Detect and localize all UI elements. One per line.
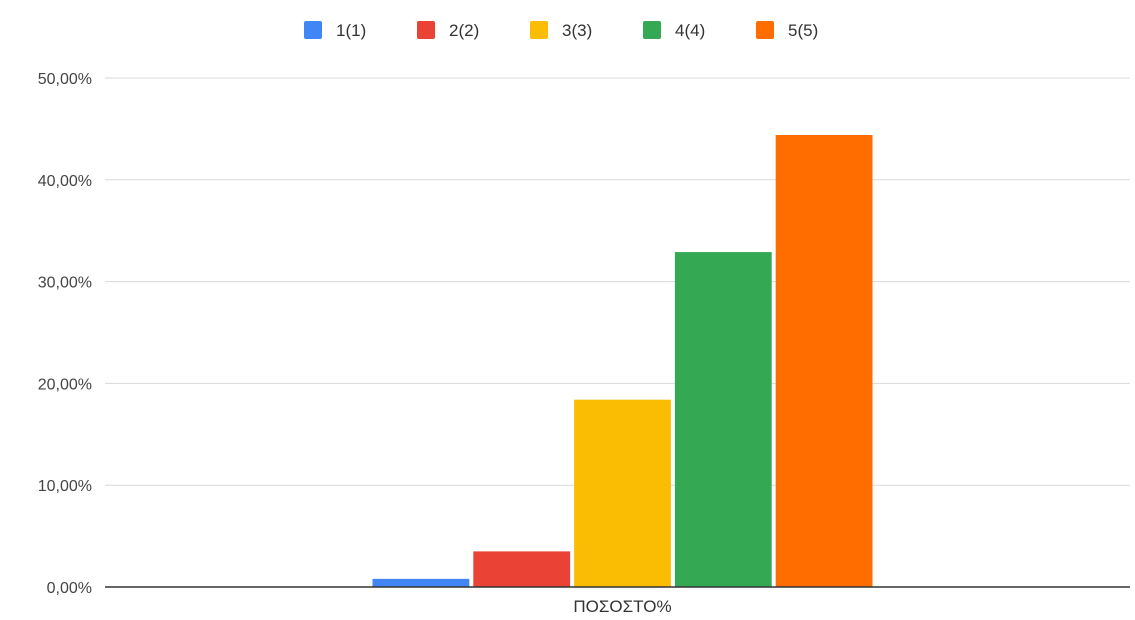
y-axis-tick-labels: 0,00% 10,00% 20,00% 30,00% 40,00% 50,00%: [38, 71, 92, 597]
legend-swatch: [417, 21, 435, 39]
legend-label: 4(4): [675, 21, 705, 40]
chart-legend: 1(1) 2(2) 3(3) 4(4) 5(5): [304, 21, 818, 40]
legend-label: 2(2): [449, 21, 479, 40]
bar-5(5): [775, 135, 873, 587]
y-tick-label: 20,00%: [38, 376, 92, 393]
y-tick-label: 40,00%: [38, 173, 92, 190]
legend-label: 1(1): [336, 21, 366, 40]
y-tick-label: 0,00%: [47, 580, 92, 597]
legend-swatch: [756, 21, 774, 39]
y-tick-label: 30,00%: [38, 275, 92, 292]
legend-swatch: [643, 21, 661, 39]
legend-label: 5(5): [788, 21, 818, 40]
bar-1(1): [372, 578, 470, 587]
bar-3(3): [574, 399, 671, 587]
bar-series: [372, 135, 873, 587]
y-gridlines: [105, 77, 1130, 486]
bar-2(2): [473, 551, 571, 587]
y-tick-label: 10,00%: [38, 478, 92, 495]
legend-label: 3(3): [562, 21, 592, 40]
y-tick-label: 50,00%: [38, 71, 92, 88]
bar-4(4): [674, 252, 772, 587]
legend-swatch: [530, 21, 548, 39]
legend-swatch: [304, 21, 322, 39]
x-axis-category-labels: ΠΟΣΟΣΤΟ%: [573, 597, 671, 616]
x-category-label: ΠΟΣΟΣΤΟ%: [573, 597, 671, 616]
